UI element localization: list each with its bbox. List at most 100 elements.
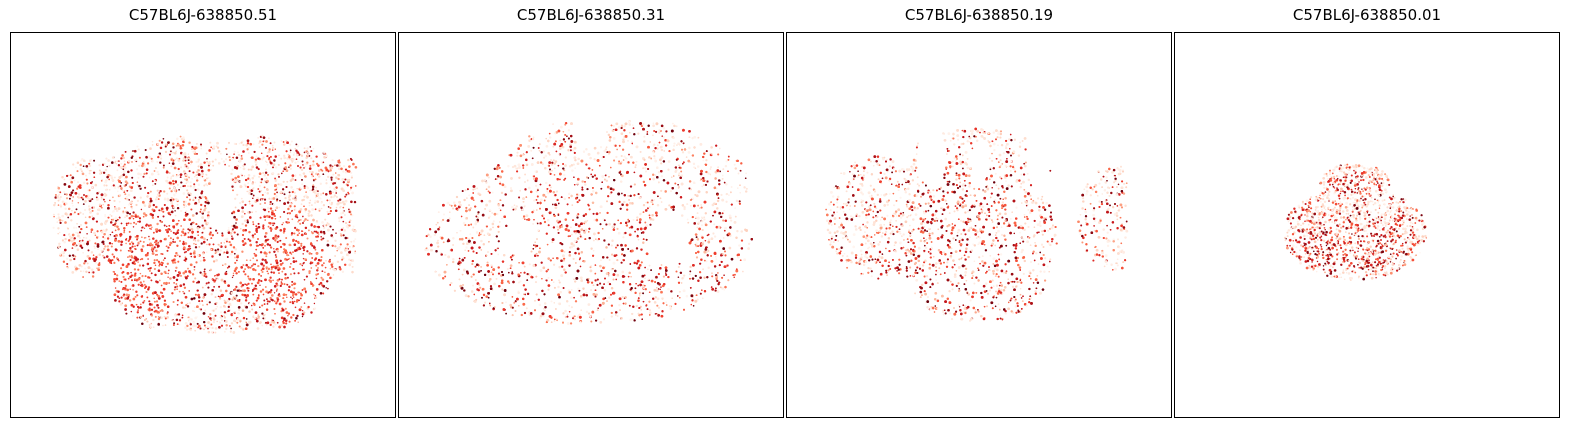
cell-point [321, 161, 323, 163]
cell-point [190, 255, 193, 258]
cell-point [289, 273, 292, 276]
cell-point [167, 141, 170, 144]
cell-point [234, 261, 237, 264]
cell-point [159, 309, 162, 312]
cell-point [83, 236, 85, 239]
cell-point [259, 216, 262, 219]
cell-point [150, 308, 154, 311]
cell-point [230, 328, 232, 331]
cell-point [57, 232, 59, 235]
cell-point [127, 262, 130, 266]
cell-point [252, 236, 255, 239]
cell-point [304, 233, 307, 235]
cell-point [273, 307, 276, 311]
cell-point [242, 150, 245, 153]
cell-point [142, 215, 145, 218]
cell-point [218, 253, 221, 256]
cell-point [206, 300, 208, 303]
cell-point [85, 237, 88, 239]
cell-point [265, 168, 267, 171]
cell-point [86, 182, 89, 185]
cell-point [285, 169, 289, 172]
cell-point [200, 192, 203, 195]
cell-point [232, 313, 235, 316]
cell-point [93, 231, 96, 235]
cell-point [209, 317, 212, 320]
cell-point [208, 182, 211, 185]
cell-point [71, 202, 74, 205]
cell-point [337, 174, 341, 177]
cell-point [228, 156, 231, 159]
cell-point [299, 208, 303, 211]
cell-point [285, 251, 288, 254]
cell-point [304, 175, 307, 178]
cell-point [236, 318, 240, 321]
cell-point [143, 319, 146, 321]
cell-point [160, 272, 163, 276]
cell-point [274, 177, 276, 180]
cell-point [159, 154, 162, 157]
cell-point [178, 290, 181, 293]
cell-point [107, 206, 110, 210]
cell-point [327, 213, 330, 216]
cell-point [262, 247, 265, 249]
cell-point [154, 228, 158, 231]
cell-point [306, 250, 309, 253]
cell-point [254, 254, 258, 257]
cell-point [196, 227, 200, 230]
cell-point [313, 246, 316, 249]
cell-point [203, 293, 207, 296]
cell-point [348, 224, 351, 227]
cell-point [314, 192, 317, 195]
cell-point [294, 306, 297, 309]
cell-point [148, 303, 152, 306]
cell-point [176, 203, 179, 206]
cell-point [266, 192, 269, 195]
cell-point [285, 221, 288, 223]
cell-point [157, 269, 161, 272]
cell-point [81, 157, 84, 161]
cell-point [84, 216, 87, 219]
cell-point [264, 314, 266, 316]
cell-point [252, 197, 254, 200]
cell-point [302, 164, 304, 166]
cell-point [241, 200, 245, 203]
cell-point [125, 175, 128, 179]
cell-point [278, 278, 281, 281]
cell-point [293, 151, 296, 155]
cell-point [63, 248, 67, 252]
cell-point [201, 286, 204, 289]
cell-point [336, 260, 340, 263]
cell-point [93, 245, 96, 248]
cell-point [301, 315, 304, 318]
cell-point [275, 237, 278, 240]
cell-point [88, 159, 92, 163]
cell-point [293, 287, 296, 290]
cell-point [266, 321, 270, 325]
cell-point [317, 273, 319, 275]
cell-point [205, 173, 207, 176]
cell-point [132, 315, 134, 317]
cell-point [265, 308, 269, 311]
cell-point [156, 244, 160, 248]
cell-point [244, 185, 247, 188]
cell-point [240, 215, 244, 218]
cell-point [238, 309, 241, 311]
cell-point [257, 265, 260, 268]
cell-point [260, 157, 264, 161]
cell-point [288, 243, 292, 247]
cell-point [309, 242, 313, 246]
cell-point [223, 299, 226, 302]
cell-point [128, 199, 130, 201]
cell-point [185, 182, 188, 185]
cell-point [98, 262, 101, 264]
cell-point [267, 174, 269, 176]
cell-point [262, 208, 265, 211]
cell-point [344, 214, 346, 216]
cell-point [127, 193, 131, 197]
cell-point [285, 237, 288, 239]
cell-point [192, 280, 195, 283]
cell-point [190, 160, 193, 164]
cell-point [225, 158, 228, 161]
cell-point [123, 160, 126, 163]
